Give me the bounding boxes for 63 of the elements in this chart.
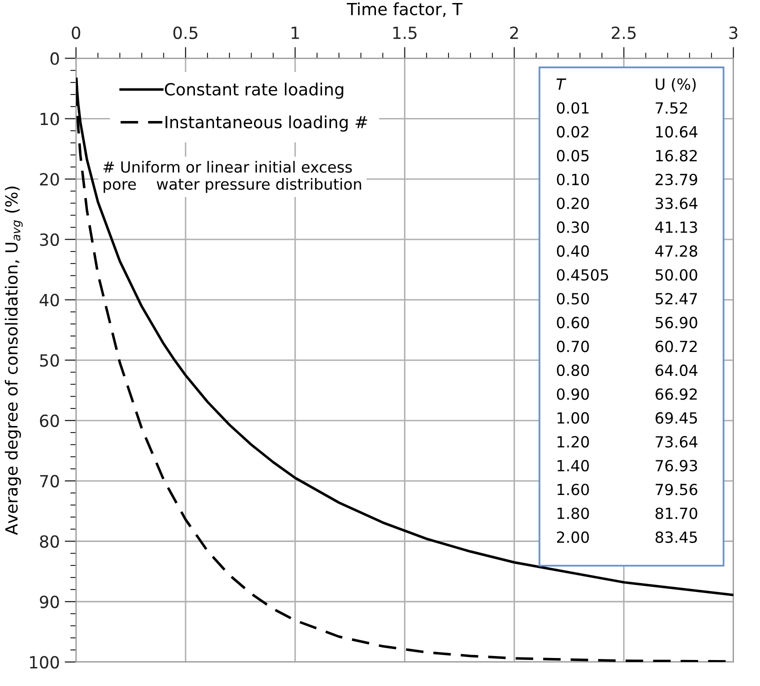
x-tick-label: 3	[729, 26, 738, 40]
annotation: 79.56	[656, 484, 698, 496]
annotation: 60.72	[656, 340, 697, 352]
annotation: 52.47	[656, 292, 697, 305]
annotation: 16.82	[656, 150, 697, 162]
annotation: 1.00	[558, 412, 589, 424]
annotation: 0.10	[556, 174, 589, 186]
annotation: 0.20	[556, 198, 589, 210]
annotation: 1.40	[558, 460, 589, 472]
y-tick-label: 10	[40, 112, 59, 126]
legend-label: Constant rate loading	[164, 82, 344, 99]
y-tick-label: 100	[30, 656, 59, 669]
annotation: 76.93	[656, 460, 698, 472]
annotation: 23.79	[656, 174, 698, 186]
y-tick-label: 0	[50, 52, 59, 65]
x-tick-label: 2	[510, 26, 518, 39]
annotation: 1.20	[558, 436, 589, 448]
annotation: 7.52	[656, 102, 687, 114]
annotation: 1.80	[558, 508, 589, 520]
y-axis-title: Average degree of consolidation, U$_{avg}$ (%)	[4, 186, 23, 536]
annotation: U (%)	[656, 78, 696, 92]
annotation: 0.05	[556, 150, 589, 162]
annotation: 0.80	[556, 364, 589, 376]
annotation: 47.28	[655, 245, 698, 257]
annotation: 0.30	[556, 221, 589, 233]
x-tick-label: 1	[292, 26, 299, 39]
x-tick-label: 0.5	[173, 26, 198, 40]
x-tick-label: 1.5	[393, 26, 416, 40]
annotation: 66.92	[656, 388, 697, 400]
y-tick-label: 20	[40, 173, 59, 186]
y-tick-label: 50	[40, 354, 59, 367]
annotation: 83.45	[656, 531, 697, 543]
annotation: 50.00	[656, 269, 698, 281]
annotation: 56.90	[656, 316, 698, 328]
annotation: 64.04	[656, 364, 698, 376]
annotation: 2.00	[557, 531, 589, 543]
annotation: 73.64	[656, 436, 698, 448]
x-tick-label: 0	[72, 26, 80, 40]
x-tick-label: 2.5	[612, 26, 636, 40]
annotation: 0.70	[556, 340, 589, 352]
y-tick-label: 30	[40, 233, 59, 246]
annotation: 81.70	[656, 508, 698, 520]
annotation: 33.64	[656, 198, 698, 210]
annotation: 0.90	[556, 388, 589, 400]
y-tick-label: 90	[40, 596, 59, 608]
annotation: 10.64	[656, 126, 698, 138]
annotation: 1.60	[558, 484, 589, 496]
y-tick-label: 70	[40, 474, 59, 488]
legend-label: Instantaneous loading #	[166, 115, 368, 132]
annotation: 41.13	[655, 221, 698, 233]
annotation: T	[556, 78, 566, 90]
annotation: 0.01	[556, 102, 589, 114]
annotation: 0.02	[556, 126, 588, 138]
annotation: 0.60	[556, 316, 589, 328]
y-tick-label: 60	[40, 414, 59, 428]
annotation: 0.4505	[556, 269, 608, 281]
y-tick-label: 80	[40, 535, 59, 548]
annotation: 0.50	[556, 292, 589, 305]
annotation: # Uniform or linear initial excess pore water pressure distribution	[103, 160, 362, 193]
annotation: 0.40	[556, 245, 589, 257]
y-tick-label: 40	[40, 294, 59, 306]
x-axis-title: Time factor, T	[346, 2, 463, 18]
annotation: 69.45	[656, 412, 697, 424]
